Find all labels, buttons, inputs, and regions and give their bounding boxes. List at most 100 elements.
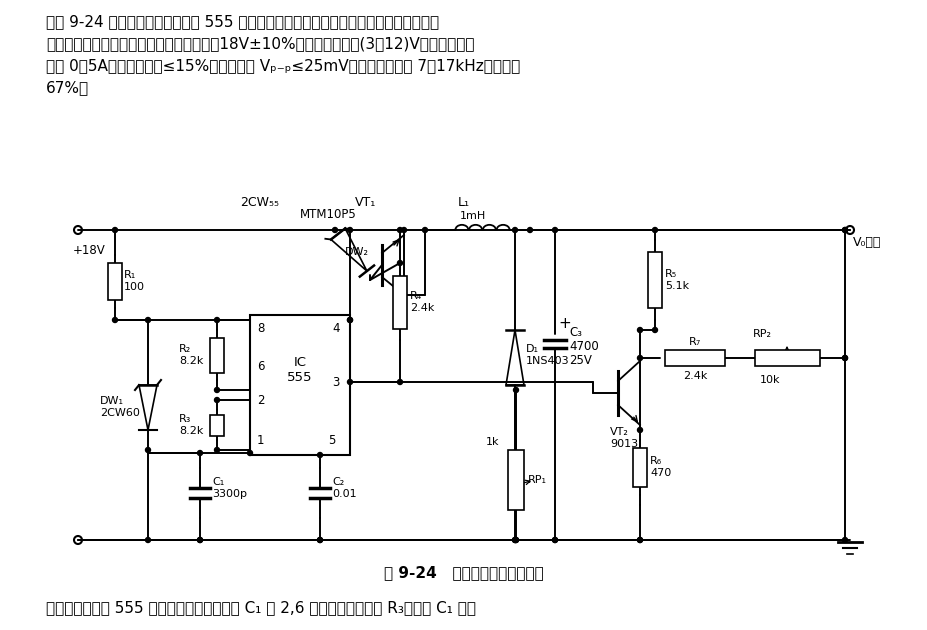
- Circle shape: [513, 387, 518, 392]
- Circle shape: [842, 355, 846, 360]
- Text: 本电路与常见的 555 脉宽调制器相比，是在 C₁ 与 2,6 脚之间加接了电阱 R₃，减小 C₁ 上的: 本电路与常见的 555 脉宽调制器相比，是在 C₁ 与 2,6 脚之间加接了电阱…: [46, 600, 476, 616]
- Text: D₁
1NS403: D₁ 1NS403: [526, 344, 569, 366]
- Circle shape: [112, 318, 118, 323]
- Circle shape: [397, 227, 402, 232]
- Text: R₄
2.4k: R₄ 2.4k: [410, 291, 434, 313]
- Circle shape: [552, 537, 557, 542]
- Circle shape: [842, 227, 846, 232]
- Circle shape: [317, 537, 323, 542]
- Text: R₇: R₇: [688, 337, 701, 347]
- Circle shape: [422, 227, 427, 232]
- Text: 2.4k: 2.4k: [682, 371, 706, 381]
- Bar: [665, 350, 724, 366]
- Circle shape: [397, 379, 402, 384]
- Circle shape: [842, 537, 846, 542]
- Text: +18V: +18V: [73, 244, 106, 256]
- Circle shape: [652, 227, 657, 232]
- Circle shape: [512, 227, 517, 232]
- Circle shape: [347, 318, 352, 323]
- Circle shape: [146, 318, 150, 323]
- Text: C₂
0.01: C₂ 0.01: [332, 477, 356, 499]
- Text: C₃: C₃: [568, 326, 581, 338]
- Circle shape: [527, 227, 532, 232]
- Text: 8: 8: [257, 323, 264, 336]
- Text: DW₂: DW₂: [345, 247, 369, 257]
- Circle shape: [248, 450, 252, 455]
- Text: L₁: L₁: [458, 195, 469, 209]
- Circle shape: [637, 537, 641, 542]
- Circle shape: [347, 318, 352, 323]
- Text: 25V: 25V: [568, 353, 591, 367]
- Text: IC
555: IC 555: [287, 356, 312, 384]
- Text: 6: 6: [257, 360, 264, 374]
- Circle shape: [637, 328, 641, 333]
- Circle shape: [513, 537, 518, 542]
- Circle shape: [146, 537, 150, 542]
- Circle shape: [197, 537, 202, 542]
- Circle shape: [552, 537, 557, 542]
- Text: +: +: [557, 316, 570, 331]
- Bar: [647, 252, 661, 308]
- Bar: [210, 338, 223, 372]
- Bar: [392, 276, 407, 329]
- Bar: [108, 263, 121, 300]
- Text: 1: 1: [257, 435, 264, 447]
- Circle shape: [317, 452, 323, 457]
- Text: 1k: 1k: [486, 437, 499, 447]
- Circle shape: [347, 379, 352, 384]
- Text: 2CW₅₅: 2CW₅₅: [240, 195, 279, 209]
- Circle shape: [214, 447, 220, 452]
- Circle shape: [197, 537, 202, 542]
- Text: RP₁: RP₁: [527, 475, 546, 485]
- Circle shape: [842, 227, 846, 232]
- Text: 1mH: 1mH: [460, 211, 486, 221]
- Text: DW₁
2CW60: DW₁ 2CW60: [100, 396, 140, 418]
- Bar: [210, 415, 223, 435]
- Circle shape: [513, 537, 518, 542]
- Circle shape: [401, 227, 406, 232]
- Circle shape: [637, 428, 641, 433]
- Circle shape: [317, 537, 323, 542]
- Bar: [755, 350, 819, 366]
- Circle shape: [214, 398, 220, 403]
- Circle shape: [842, 355, 846, 360]
- Text: R₂
8.2k: R₂ 8.2k: [179, 344, 203, 366]
- Text: C₁
3300p: C₁ 3300p: [211, 477, 247, 499]
- Text: V₀输出: V₀输出: [852, 236, 881, 248]
- Text: 如图 9-24 所示，本开关电源是用 555 等组成的脉宽调整电路构成串联式稳压源。电路的: 如图 9-24 所示，本开关电源是用 555 等组成的脉宽调整电路构成串联式稳压…: [46, 14, 438, 30]
- Text: RP₂: RP₂: [752, 329, 771, 339]
- Circle shape: [397, 260, 402, 265]
- Circle shape: [332, 227, 337, 232]
- Circle shape: [146, 447, 150, 452]
- Text: 2: 2: [257, 394, 264, 406]
- Text: R₅
5.1k: R₅ 5.1k: [665, 269, 689, 291]
- Text: 10k: 10k: [759, 375, 780, 385]
- Text: R₁
100: R₁ 100: [124, 270, 145, 292]
- Text: 控制线性和对称性较好。在输人直流电压＋18V±10%时，输出直流＋(3～12)V，连续可调；: 控制线性和对称性较好。在输人直流电压＋18V±10%时，输出直流＋(3～12)V…: [46, 37, 474, 52]
- Bar: [507, 450, 524, 510]
- Text: MTM10P5: MTM10P5: [299, 209, 356, 222]
- Text: 67%。: 67%。: [46, 81, 89, 96]
- Text: 电流 0～5A；电压稳定度≤15%；纹波电压 Vₚ₋ₚ≤25mV；开关工作频率 7～17kHz；效率约: 电流 0～5A；电压稳定度≤15%；纹波电压 Vₚ₋ₚ≤25mV；开关工作频率 …: [46, 59, 520, 74]
- Circle shape: [637, 537, 641, 542]
- Text: 4: 4: [332, 323, 339, 336]
- Text: 图 9-24   串联型开关稳压源电路: 图 9-24 串联型开关稳压源电路: [384, 566, 543, 580]
- Text: 5: 5: [327, 435, 335, 447]
- Circle shape: [637, 355, 641, 360]
- Text: 3: 3: [332, 377, 339, 389]
- Text: VT₁: VT₁: [355, 195, 375, 209]
- Bar: [249, 315, 349, 455]
- Text: R₃
8.2k: R₃ 8.2k: [179, 414, 203, 436]
- Circle shape: [552, 227, 557, 232]
- Circle shape: [512, 537, 517, 542]
- Circle shape: [512, 537, 517, 542]
- Circle shape: [112, 227, 118, 232]
- Text: VT₂
9013: VT₂ 9013: [609, 427, 638, 449]
- Circle shape: [197, 450, 202, 455]
- Circle shape: [652, 328, 657, 333]
- Text: R₆
470: R₆ 470: [649, 456, 670, 478]
- Circle shape: [347, 227, 352, 232]
- Text: 4700: 4700: [568, 340, 598, 353]
- Circle shape: [214, 387, 220, 392]
- Circle shape: [214, 318, 220, 323]
